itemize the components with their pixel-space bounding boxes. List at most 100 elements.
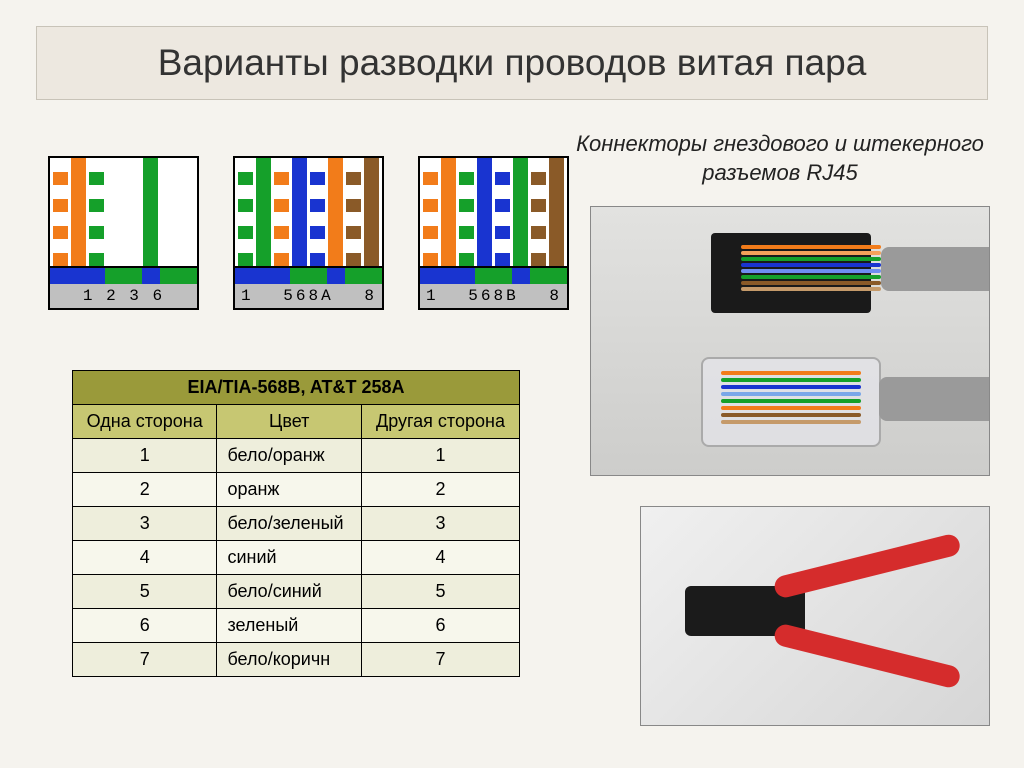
wire [89,158,104,266]
jack-wire [741,245,881,249]
crimping-tool-icon [665,526,965,706]
wire [423,158,438,266]
wiring-diagrams-row: 1 2 3 6 1568A8 1568B8 [48,156,569,310]
cell-one-side: 4 [73,541,217,575]
wire [125,158,140,266]
cell-other-side: 3 [361,507,519,541]
cell-one-side: 3 [73,507,217,541]
cell-one-side: 5 [73,575,217,609]
rj45-connectors-photo [590,206,990,476]
cell-color: бело/синий [217,575,362,609]
plug-wire [721,406,861,410]
cell-other-side: 7 [361,643,519,677]
crimp-handle [772,532,962,599]
plug-wire [721,392,861,396]
wire [71,158,86,266]
cell-one-side: 2 [73,473,217,507]
jack-wires [741,243,881,293]
diagram-label: 1568B8 [420,284,567,308]
jack-wire [741,269,881,273]
wire [107,158,122,266]
jack-wire [741,281,881,285]
table-row: 1бело/оранж1 [73,439,520,473]
diagram-label: 1 2 3 6 [50,284,197,308]
table-row: 7бело/коричн7 [73,643,520,677]
plug-wire [721,378,861,382]
wire [549,158,564,266]
table-row: 5бело/синий5 [73,575,520,609]
diagram-base-band [420,266,567,284]
cable-icon [879,377,990,421]
col-other-side: Другая сторона [361,405,519,439]
wire [531,158,546,266]
wire [179,158,194,266]
plug-wire [721,420,861,424]
diagram-base-band [235,266,382,284]
cell-one-side: 6 [73,609,217,643]
plug-wire [721,385,861,389]
cell-one-side: 1 [73,439,217,473]
cell-color: синий [217,541,362,575]
crimping-tool-photo [640,506,990,726]
cell-color: бело/оранж [217,439,362,473]
table-row: 6зеленый6 [73,609,520,643]
diagram-wires [50,158,197,266]
wire [143,158,158,266]
wire [459,158,474,266]
cell-other-side: 5 [361,575,519,609]
cell-color: бело/зеленый [217,507,362,541]
wiring-diagram: 1568B8 [418,156,569,310]
crimp-handle [772,622,962,689]
col-color: Цвет [217,405,362,439]
table-title: EIA/TIA-568B, AT&T 258A [73,371,520,405]
wire [495,158,510,266]
diagram-wires [235,158,382,266]
wire [328,158,343,266]
plug-pins [721,367,861,427]
wire [161,158,176,266]
jack-wire [741,257,881,261]
jack-wire [741,251,881,255]
wire [292,158,307,266]
table-row: 3бело/зеленый3 [73,507,520,541]
wire [274,158,289,266]
wire [310,158,325,266]
table-row: 4синий4 [73,541,520,575]
plug-wire [721,371,861,375]
wire [256,158,271,266]
table-column-headers: Одна сторона Цвет Другая сторона [73,405,520,439]
cell-color: зеленый [217,609,362,643]
jack-wire [741,275,881,279]
diagram-base-band [50,266,197,284]
table-header-row: EIA/TIA-568B, AT&T 258A [73,371,520,405]
cell-color: оранж [217,473,362,507]
cell-other-side: 4 [361,541,519,575]
bottom-fade [0,734,1024,768]
jack-wire [741,287,881,291]
wire [513,158,528,266]
cell-color: бело/коричн [217,643,362,677]
wire [364,158,379,266]
slide-title: Варианты разводки проводов витая пара [158,42,867,84]
wire [53,158,68,266]
slide-title-box: Варианты разводки проводов витая пара [36,26,988,100]
cell-other-side: 2 [361,473,519,507]
wiring-diagram: 1568A8 [233,156,384,310]
cable-icon [881,247,990,291]
wire [238,158,253,266]
wire [441,158,456,266]
diagram-wires [420,158,567,266]
wiring-diagram: 1 2 3 6 [48,156,199,310]
wire [346,158,361,266]
plug-wire [721,413,861,417]
cell-other-side: 6 [361,609,519,643]
cell-one-side: 7 [73,643,217,677]
connectors-caption: Коннекторы гнездового и штекерного разъе… [570,130,990,187]
diagram-label: 1568A8 [235,284,382,308]
jack-wire [741,263,881,267]
plug-wire [721,399,861,403]
col-one-side: Одна сторона [73,405,217,439]
table-row: 2оранж2 [73,473,520,507]
wire [477,158,492,266]
cell-other-side: 1 [361,439,519,473]
